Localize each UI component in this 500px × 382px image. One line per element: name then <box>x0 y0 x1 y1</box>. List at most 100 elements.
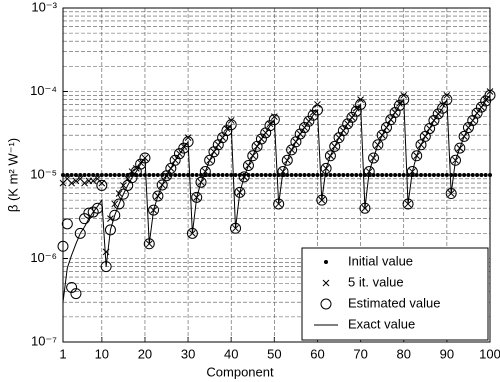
dot-marker <box>470 173 475 177</box>
x-marker <box>120 182 127 189</box>
circle-marker <box>281 154 293 166</box>
dot-marker <box>255 173 260 177</box>
circle-marker <box>449 154 461 166</box>
dot-marker <box>371 173 376 177</box>
dot-marker <box>151 173 156 177</box>
circle-marker <box>480 95 492 107</box>
circle-marker <box>475 101 487 113</box>
dot-marker <box>483 173 488 177</box>
x-tick-label: 90 <box>440 346 454 361</box>
dot-marker <box>431 173 436 177</box>
dot-marker <box>199 173 204 177</box>
dot-marker <box>332 173 337 177</box>
circle-marker <box>411 150 423 162</box>
x-marker <box>322 279 330 287</box>
circle-marker <box>109 209 121 221</box>
dot-marker <box>349 173 354 177</box>
dot-marker <box>61 173 65 177</box>
x-tick-label: 70 <box>353 346 367 361</box>
x-marker <box>400 91 408 99</box>
x-marker <box>111 200 119 208</box>
y-tick-label: 10⁻⁷ <box>31 333 57 348</box>
dot-marker <box>86 173 91 177</box>
circle-marker <box>346 111 358 123</box>
x-tick-label: 20 <box>138 346 152 361</box>
dot-marker <box>444 173 449 177</box>
circle-marker <box>363 166 375 178</box>
dot-marker <box>224 173 229 177</box>
x-tick-label: 1 <box>59 346 66 361</box>
circle-marker <box>173 148 185 160</box>
dot-marker <box>324 260 328 264</box>
circle-marker <box>454 142 466 154</box>
dot-marker <box>289 173 294 177</box>
circle-marker <box>320 298 332 310</box>
dot-marker <box>337 173 342 177</box>
dot-marker <box>259 173 264 177</box>
x-marker <box>184 134 192 142</box>
x-marker <box>314 101 321 108</box>
dot-marker <box>311 173 316 177</box>
circle-marker <box>126 172 138 184</box>
dot-marker <box>138 173 143 177</box>
dot-marker <box>475 173 480 177</box>
dot-marker <box>285 173 290 177</box>
circle-marker <box>195 176 207 188</box>
dot-marker <box>315 173 320 177</box>
dot-marker <box>190 173 195 177</box>
dot-marker <box>466 173 471 177</box>
x-marker <box>443 91 451 99</box>
exact-line <box>62 95 491 303</box>
circle-marker <box>299 122 311 134</box>
dot-marker <box>211 173 216 177</box>
x-marker <box>439 101 446 108</box>
legend-label: Estimated value <box>348 295 441 310</box>
circle-marker <box>104 224 116 236</box>
dot-marker <box>298 173 303 177</box>
dot-marker <box>82 173 87 177</box>
circle-marker <box>329 140 341 152</box>
dot-marker <box>306 173 311 177</box>
x-tick-label: 60 <box>310 346 324 361</box>
dot-marker <box>354 173 359 177</box>
dot-marker <box>272 173 277 177</box>
y-tick-label: 10⁻⁴ <box>30 83 57 98</box>
dot-marker <box>479 173 484 177</box>
dot-marker <box>393 173 398 177</box>
circle-marker <box>234 186 246 198</box>
circle-marker <box>372 139 384 151</box>
x-tick-label: 30 <box>181 346 195 361</box>
dot-marker <box>414 173 419 177</box>
circle-marker <box>471 107 483 119</box>
x-marker <box>486 88 494 95</box>
dot-marker <box>117 173 122 177</box>
x-marker <box>72 177 80 185</box>
dot-marker <box>173 173 178 177</box>
dot-marker <box>453 173 458 177</box>
dot-marker <box>78 173 83 177</box>
x-axis-label: Component <box>206 364 274 379</box>
dot-marker <box>388 173 393 177</box>
x-marker <box>107 215 114 223</box>
dot-marker <box>216 173 221 177</box>
circle-marker <box>74 227 86 239</box>
dot-marker <box>423 173 428 177</box>
dot-marker <box>427 173 432 177</box>
dot-marker <box>397 173 402 177</box>
dot-marker <box>375 173 380 177</box>
x-marker <box>227 117 235 124</box>
circle-marker <box>191 191 203 203</box>
dot-marker <box>155 173 160 177</box>
y-tick-label: 10⁻⁶ <box>30 250 57 265</box>
dot-marker <box>233 173 238 177</box>
dot-marker <box>65 173 70 177</box>
dot-marker <box>147 173 152 177</box>
circle-marker <box>66 281 78 293</box>
dot-marker <box>436 173 441 177</box>
dot-marker <box>302 173 307 177</box>
dot-marker <box>345 173 350 177</box>
dot-marker <box>73 173 78 177</box>
dot-marker <box>418 173 423 177</box>
x-tick-label: 100 <box>479 346 500 361</box>
